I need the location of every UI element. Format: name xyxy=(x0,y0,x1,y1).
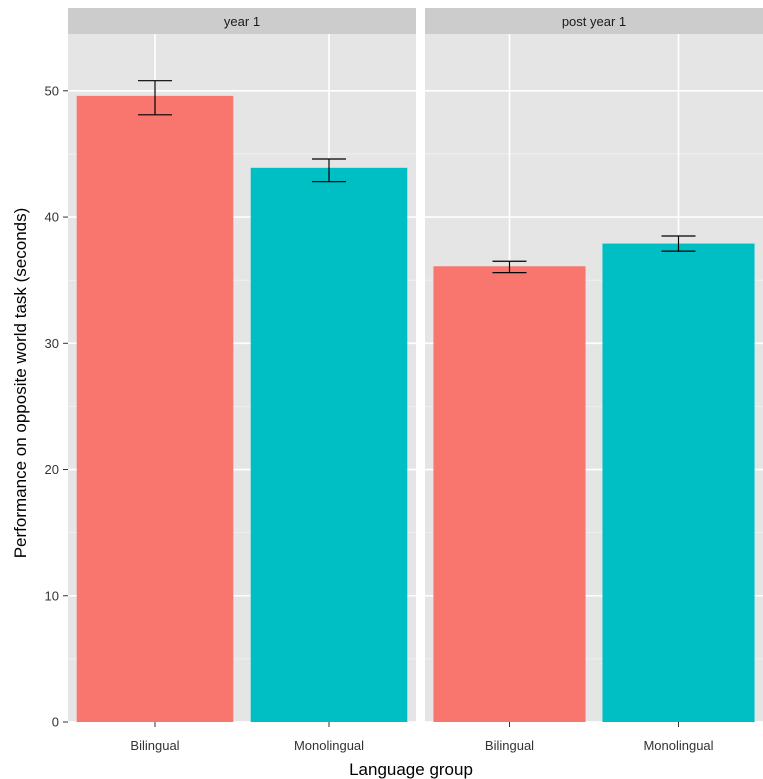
y-tick-label: 10 xyxy=(45,588,59,603)
y-tick-label: 20 xyxy=(45,462,59,477)
y-tick-label: 30 xyxy=(45,336,59,351)
bar-monolingual xyxy=(250,167,408,722)
facet-strip xyxy=(425,8,763,34)
facet-strip-label: year 1 xyxy=(224,14,260,29)
facet-strip-label: post year 1 xyxy=(562,14,626,29)
x-tick-label: Monolingual xyxy=(643,738,713,753)
y-axis: 0 10 20 30 40 50 xyxy=(45,83,68,730)
facet-strip xyxy=(68,8,416,34)
y-tick-label: 50 xyxy=(45,83,59,98)
bar-bilingual xyxy=(76,95,234,723)
x-tick-label: Monolingual xyxy=(294,738,364,753)
y-tick-label: 40 xyxy=(45,210,59,225)
facet-panel: year 1 Bilingual Monolingual xyxy=(68,8,416,753)
x-axis-title: Language group xyxy=(349,760,473,779)
x-tick-label: Bilingual xyxy=(130,738,179,753)
y-axis-title: Performance on opposite world task (seco… xyxy=(11,208,30,559)
facet-panel: post year 1 Bilingual Monolingual xyxy=(425,8,763,753)
y-tick-label: 0 xyxy=(52,715,59,730)
x-tick-label: Bilingual xyxy=(485,738,534,753)
bar-monolingual xyxy=(602,243,755,722)
bar-bilingual xyxy=(433,266,586,722)
